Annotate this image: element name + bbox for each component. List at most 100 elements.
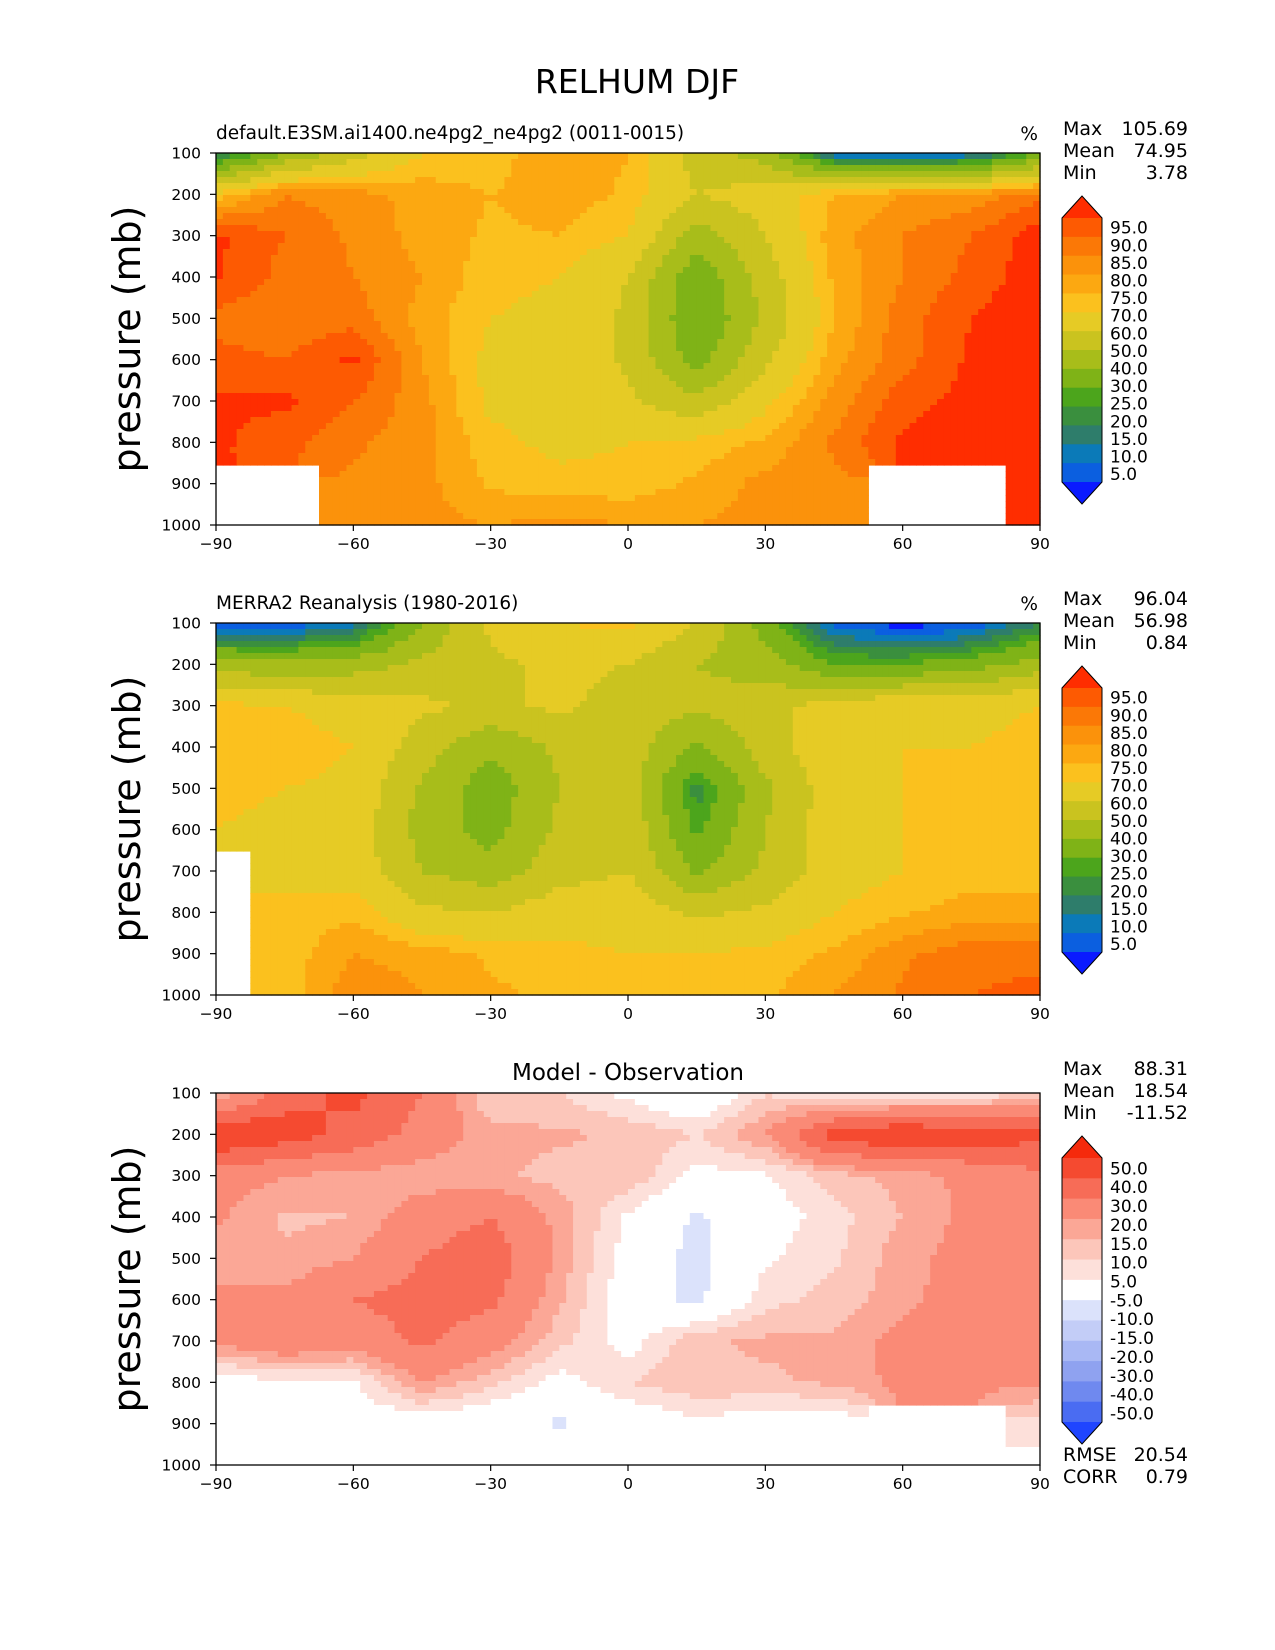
field-cell (600, 171, 608, 178)
field-cell (895, 159, 904, 166)
field-cell (243, 333, 251, 340)
field-cell (346, 381, 354, 388)
field-cell (792, 321, 801, 328)
field-cell (435, 267, 444, 274)
field-cell (827, 345, 835, 352)
field-cell (373, 363, 382, 370)
field-cell (676, 381, 684, 388)
field-cell (991, 159, 1000, 166)
field-cell (346, 363, 354, 370)
field-cell (991, 189, 1000, 196)
field-cell (538, 333, 547, 340)
field-cell (511, 399, 519, 406)
field-cell (744, 255, 753, 262)
field-cell (442, 285, 451, 292)
field-cell (504, 249, 512, 256)
field-cell (449, 207, 457, 214)
field-cell (394, 255, 402, 262)
field-cell (476, 159, 485, 166)
field-cell (367, 297, 375, 304)
field-cell (909, 273, 917, 280)
field-cell (998, 153, 1007, 160)
field-cell (868, 375, 876, 382)
field-cell (1033, 339, 1041, 346)
field-cell (902, 237, 911, 244)
field-cell (298, 231, 306, 238)
field-cell (978, 219, 986, 226)
field-cell (964, 165, 972, 172)
field-cell (270, 195, 279, 202)
field-cell (511, 327, 519, 334)
field-cell (1026, 303, 1034, 310)
field-cell (442, 345, 451, 352)
field-cell (490, 225, 499, 232)
field-cell (854, 357, 863, 364)
field-cell (834, 261, 842, 268)
field-cell (483, 315, 492, 322)
field-cell (834, 393, 842, 400)
field-cell (765, 165, 773, 172)
field-cell (216, 231, 224, 238)
field-cell (229, 165, 238, 172)
field-cell (325, 285, 334, 292)
field-cell (964, 309, 972, 316)
field-cell (504, 309, 512, 316)
field-cell (950, 213, 959, 220)
field-cell (518, 213, 526, 220)
field-cell (312, 171, 320, 178)
field-cell (765, 327, 773, 334)
field-cell (1019, 213, 1027, 220)
field-cell (1012, 333, 1020, 340)
field-cell (353, 393, 361, 400)
field-cell (628, 231, 636, 238)
field-cell (669, 225, 677, 232)
field-cell (1005, 351, 1014, 358)
field-cell (442, 393, 451, 400)
field-cell (497, 369, 505, 376)
field-cell (710, 159, 718, 166)
field-cell (332, 195, 341, 202)
field-cell (312, 369, 320, 376)
field-cell (827, 171, 835, 178)
field-cell (806, 375, 814, 382)
field-cell (744, 279, 753, 286)
field-cell (682, 243, 691, 250)
field-cell (298, 345, 306, 352)
field-cell (1026, 309, 1034, 316)
field-cell (552, 339, 560, 346)
field-cell (600, 303, 608, 310)
field-cell (387, 309, 396, 316)
field-cell (435, 339, 444, 346)
field-cell (284, 339, 293, 346)
field-cell (779, 351, 787, 358)
field-cell (1019, 357, 1027, 364)
field-cell (614, 381, 622, 388)
field-cell (339, 399, 348, 406)
field-cell (696, 213, 705, 220)
field-cell (442, 351, 451, 358)
field-cell (559, 195, 567, 202)
field-cell (854, 255, 863, 262)
field-cell (504, 297, 512, 304)
field-cell (504, 375, 512, 382)
field-cell (1019, 231, 1027, 238)
field-cell (607, 183, 615, 190)
field-cell (717, 381, 725, 388)
field-cell (586, 225, 595, 232)
field-cell (422, 195, 430, 202)
field-cell (703, 351, 711, 358)
field-cell (737, 339, 746, 346)
field-cell (930, 321, 938, 328)
field-cell (277, 249, 286, 256)
field-cell (607, 177, 615, 184)
field-cell (978, 267, 986, 274)
field-cell (394, 327, 402, 334)
field-cell (614, 333, 622, 340)
field-cell (270, 399, 279, 406)
field-cell (257, 219, 265, 226)
field-cell (895, 219, 904, 226)
field-cell (820, 213, 828, 220)
field-cell (634, 195, 643, 202)
field-cell (895, 267, 904, 274)
field-cell (827, 255, 835, 262)
